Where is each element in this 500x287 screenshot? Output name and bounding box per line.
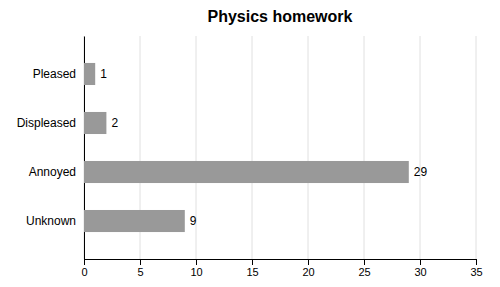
- x-tick-mark: [84, 259, 85, 265]
- x-tick-label: 0: [81, 266, 87, 278]
- grid-line: [476, 36, 477, 259]
- bar: [84, 112, 106, 134]
- x-tick: 30: [414, 259, 426, 278]
- grid-line: [308, 36, 309, 259]
- y-tick: Displeased: [17, 116, 84, 130]
- data-label: 29: [414, 165, 428, 179]
- bar: [84, 161, 409, 183]
- grid-line: [252, 36, 253, 259]
- x-tick: 5: [137, 259, 143, 278]
- data-label: 9: [190, 214, 197, 228]
- title: Physics homework: [208, 8, 353, 25]
- x-tick-label: 30: [414, 266, 426, 278]
- x-tick: 15: [246, 259, 258, 278]
- x-tick-label: 25: [358, 266, 370, 278]
- y-tick: Pleased: [33, 67, 84, 81]
- x-tick-mark: [196, 259, 197, 265]
- chart: 0 5 10 15 20 25 30 35 Pleased Displeased Annoyed Un…: [0, 0, 500, 287]
- x-tick-label: 20: [302, 266, 314, 278]
- x-tick-label: 10: [190, 266, 202, 278]
- y-axis: Pleased Displeased Annoyed Unknown: [17, 37, 85, 260]
- x-tick-mark: [420, 259, 421, 265]
- x-tick-label: 5: [137, 266, 143, 278]
- y-tick-label: Annoyed: [29, 165, 76, 179]
- x-tick-label: 35: [470, 266, 482, 278]
- x-tick: 20: [302, 259, 314, 278]
- x-tick-label: 15: [246, 266, 258, 278]
- y-tick-label: Pleased: [33, 67, 76, 81]
- data-labels: 1 2 29 9: [100, 67, 427, 228]
- x-tick-mark: [364, 259, 365, 265]
- y-tick: Annoyed: [29, 165, 84, 179]
- y-tick-label: Unknown: [26, 214, 76, 228]
- data-label: 2: [111, 116, 118, 130]
- x-axis: 0 5 10 15 20 25 30 35: [81, 259, 482, 278]
- x-tick: 10: [190, 259, 202, 278]
- grid: [84, 36, 476, 259]
- grid-line: [364, 36, 365, 259]
- x-tick: 25: [358, 259, 370, 278]
- y-tick: Unknown: [26, 214, 84, 228]
- x-tick-mark: [308, 259, 309, 265]
- x-axis-line: [85, 260, 477, 266]
- bar: [84, 210, 185, 232]
- bars: [84, 63, 409, 232]
- data-label: 1: [100, 67, 107, 81]
- x-tick-mark: [252, 259, 253, 265]
- x-tick: 0: [81, 259, 87, 278]
- x-tick-mark: [476, 259, 477, 265]
- plot: 0 5 10 15 20 25 30 35 Pleased Displeased Annoyed Un…: [17, 36, 483, 278]
- y-tick-label: Displeased: [17, 116, 76, 130]
- x-tick: 35: [470, 259, 482, 278]
- grid-line: [420, 36, 421, 259]
- x-tick-mark: [140, 259, 141, 265]
- bar: [84, 63, 95, 85]
